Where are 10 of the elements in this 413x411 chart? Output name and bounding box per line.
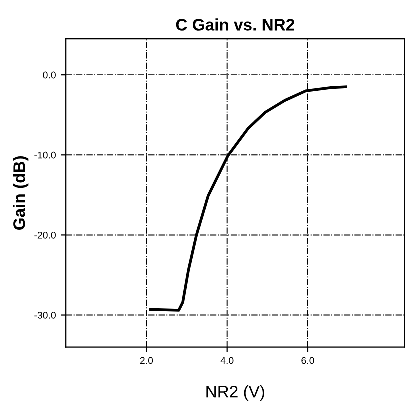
chart-title: C Gain vs. NR2 xyxy=(176,18,294,31)
y-tick-label: -10.0 xyxy=(34,152,56,159)
x-axis-title: NR2 (V) xyxy=(206,386,264,402)
x-tick-label: 4.0 xyxy=(220,357,234,364)
x-tick-label: 2.0 xyxy=(140,357,154,364)
y-tick-label: -30.0 xyxy=(34,312,56,319)
y-tick-label: 0.0 xyxy=(43,72,56,79)
y-axis-title: Gain (dB) xyxy=(13,156,29,230)
y-tick-label: -20.0 xyxy=(34,232,56,239)
x-tick-label: 6.0 xyxy=(302,357,314,364)
